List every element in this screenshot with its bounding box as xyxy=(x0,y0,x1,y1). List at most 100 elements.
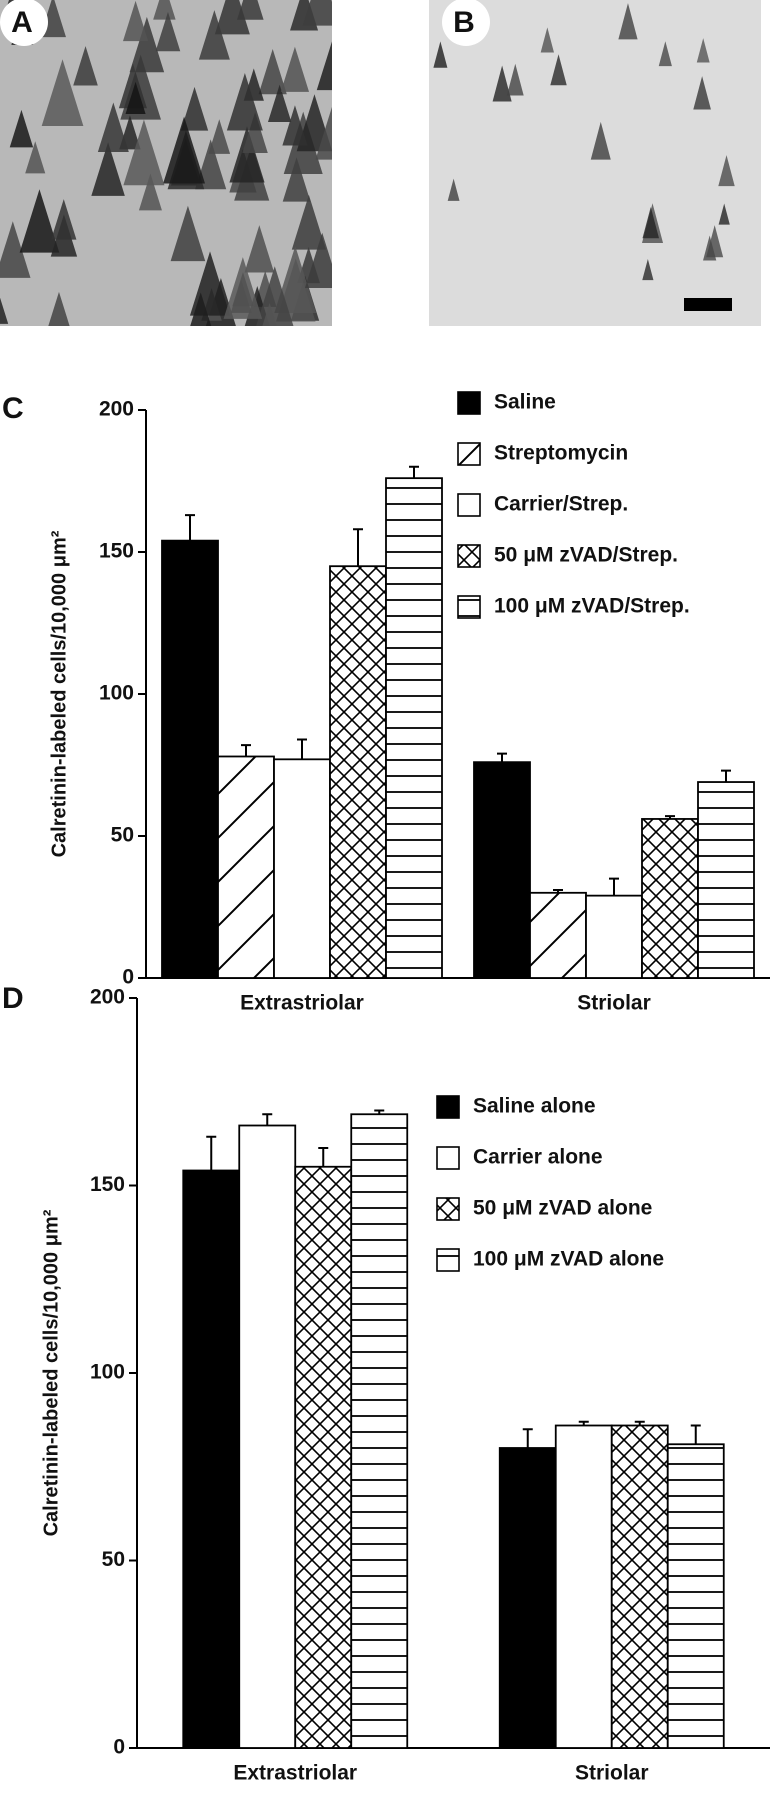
cell xyxy=(226,72,263,131)
cell xyxy=(492,65,512,102)
cell xyxy=(280,46,310,92)
cell xyxy=(19,189,60,253)
panel-badge xyxy=(442,0,490,46)
error-bar xyxy=(409,465,419,479)
x-tick-label: Striolar xyxy=(575,1762,649,1785)
y-tick-label: 100 xyxy=(90,1361,125,1384)
error-bar xyxy=(318,1147,329,1167)
cell xyxy=(155,11,181,52)
scale-bar xyxy=(684,298,732,311)
bar xyxy=(273,758,331,979)
bar xyxy=(473,761,531,979)
legend-label: 50 μM zVAD alone xyxy=(473,1197,652,1220)
bar xyxy=(329,565,387,979)
cell xyxy=(73,46,98,86)
legend-swatch xyxy=(436,1146,460,1170)
legend-swatch xyxy=(436,1248,460,1272)
bar xyxy=(641,818,699,979)
cell xyxy=(123,0,149,42)
bar xyxy=(585,894,643,979)
cell xyxy=(291,194,326,250)
error-bar xyxy=(553,888,563,893)
cell xyxy=(696,38,710,63)
error-bar xyxy=(634,1420,645,1426)
cell xyxy=(302,0,332,26)
cell xyxy=(97,102,129,152)
cell xyxy=(550,54,567,86)
cell xyxy=(274,246,317,313)
bar xyxy=(238,1124,297,1749)
error-bar xyxy=(297,738,307,760)
cell xyxy=(237,0,264,20)
cell xyxy=(123,119,165,186)
bar xyxy=(697,781,755,979)
cell xyxy=(129,16,165,73)
cell xyxy=(138,173,162,211)
error-bar xyxy=(374,1109,385,1115)
cell xyxy=(642,207,660,239)
cell xyxy=(506,63,524,96)
cell xyxy=(153,0,176,20)
cell xyxy=(658,41,672,67)
legend-label: Streptomycin xyxy=(494,442,628,465)
legend-swatch xyxy=(457,391,481,415)
cell xyxy=(718,203,730,225)
legend-label: 50 μM zVAD/Strep. xyxy=(494,544,678,567)
cell xyxy=(0,297,9,324)
bar xyxy=(182,1169,241,1749)
cell xyxy=(693,76,711,110)
cell xyxy=(0,221,31,278)
bar xyxy=(385,477,443,979)
legend-label: Carrier/Strep. xyxy=(494,493,628,516)
legend-label: 100 μM zVAD alone xyxy=(473,1248,664,1271)
panel-label: A xyxy=(11,6,33,39)
cell xyxy=(258,49,287,95)
cell xyxy=(267,84,292,122)
cell xyxy=(590,121,611,160)
y-tick-label: 0 xyxy=(122,966,134,989)
bar xyxy=(554,1424,613,1749)
x-tick-label: Striolar xyxy=(577,992,651,1015)
error-bar xyxy=(262,1113,273,1126)
y-tick-label: 100 xyxy=(99,682,134,705)
error-bar xyxy=(665,815,675,819)
panel-label: C xyxy=(2,392,24,425)
cell xyxy=(433,41,448,68)
y-tick-label: 200 xyxy=(99,398,134,421)
cell xyxy=(316,41,332,91)
legend-label: Carrier alone xyxy=(473,1146,603,1169)
cell xyxy=(208,119,231,154)
legend-swatch xyxy=(457,595,481,619)
legend-label: Saline xyxy=(494,391,556,414)
y-tick-label: 50 xyxy=(111,824,134,847)
cell xyxy=(51,199,77,240)
cell xyxy=(223,257,263,319)
bar xyxy=(294,1165,353,1749)
cell xyxy=(618,3,638,40)
micrograph-b xyxy=(429,0,761,326)
legend-swatch xyxy=(457,544,481,568)
panel-badge xyxy=(0,0,48,46)
cell xyxy=(170,205,206,262)
legend-label: Saline alone xyxy=(473,1095,596,1118)
cell xyxy=(190,292,212,326)
x-tick-label: Extrastriolar xyxy=(240,992,364,1015)
y-tick-label: 150 xyxy=(90,1173,125,1196)
cell xyxy=(9,109,34,148)
legend-swatch xyxy=(457,493,481,517)
error-bar xyxy=(353,528,363,567)
legend-label: 100 μM zVAD/Strep. xyxy=(494,595,690,618)
bar xyxy=(498,1447,557,1749)
y-tick-label: 150 xyxy=(99,540,134,563)
y-axis-label: Calretinin-labeled cells/10,000 μm² xyxy=(40,1209,62,1536)
cell xyxy=(540,27,554,53)
cell xyxy=(125,81,146,114)
cell xyxy=(447,178,460,201)
y-tick-label: 0 xyxy=(113,1736,125,1759)
bar xyxy=(666,1443,725,1749)
cell xyxy=(262,302,277,326)
panel-label: B xyxy=(453,6,475,39)
error-bar xyxy=(522,1428,533,1448)
bar xyxy=(161,539,219,979)
